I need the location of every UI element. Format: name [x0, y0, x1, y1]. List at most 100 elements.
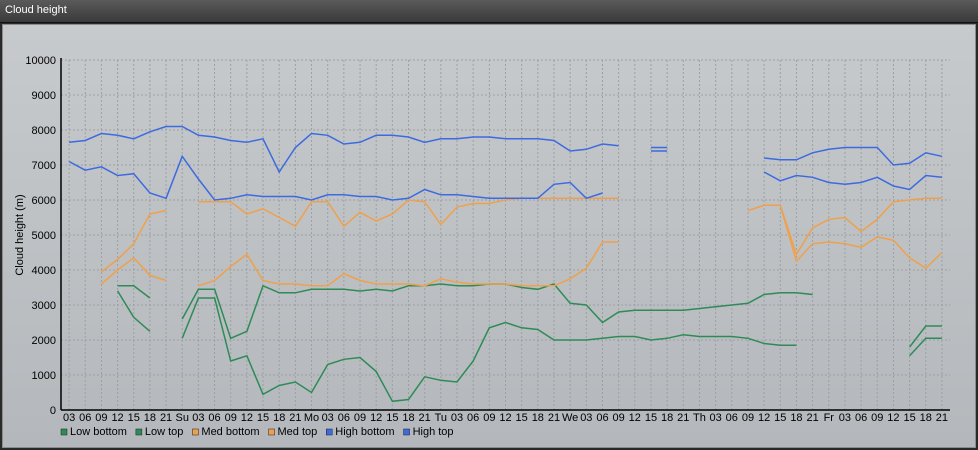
series-line	[198, 197, 619, 228]
y-tick-label: 9000	[32, 90, 56, 102]
series-low-bottom	[116, 290, 942, 403]
legend-label: High top	[413, 426, 454, 438]
x-tick-label: 21	[936, 412, 948, 424]
y-tick-label: 10000	[25, 55, 56, 67]
y-tick-label: 5000	[32, 230, 56, 242]
chart-series	[68, 125, 943, 403]
x-tick-label: 06	[467, 412, 479, 424]
series-line	[117, 285, 151, 299]
x-tick-label: 03	[322, 412, 334, 424]
title-bar: Cloud height	[0, 0, 978, 23]
legend-label: Low bottom	[70, 426, 127, 438]
x-tick-label: 06	[596, 412, 608, 424]
series-line	[181, 297, 797, 403]
chart-legend: Low bottom Low top Med bottom Med top High b…	[60, 426, 454, 438]
legend-swatch	[192, 428, 199, 436]
x-tick-label: 03	[192, 412, 204, 424]
x-axis-ticks: 03 06 09 12 15 18 21 Su 03 06 09 12 15 18 21 Mo 03 06 09 12…	[63, 412, 948, 424]
x-tick-label: 21	[289, 412, 301, 424]
x-tick-label: 12	[370, 412, 382, 424]
series-med-top	[100, 197, 942, 273]
x-tick-label: Fr	[824, 412, 835, 424]
legend-swatch	[403, 428, 410, 436]
x-tick-label: 12	[887, 412, 899, 424]
y-axis-label: Cloud height (m)	[14, 194, 26, 275]
x-tick-label: Su	[175, 412, 188, 424]
x-tick-label: 21	[419, 412, 431, 424]
legend-label: Med bottom	[201, 426, 259, 438]
x-tick-label: 18	[273, 412, 285, 424]
x-tick-label: 18	[402, 412, 414, 424]
series-line	[69, 125, 619, 174]
x-tick-label: 09	[225, 412, 237, 424]
x-tick-label: 15	[774, 412, 786, 424]
x-tick-label: 06	[726, 412, 738, 424]
series-line	[198, 241, 619, 287]
y-tick-label: 0	[50, 405, 56, 417]
series-line	[100, 209, 167, 273]
x-tick-label: 03	[451, 412, 463, 424]
x-tick-label: 21	[160, 412, 172, 424]
series-line	[100, 256, 167, 285]
x-tick-label: 21	[677, 412, 689, 424]
y-tick-label: 4000	[32, 265, 56, 277]
x-tick-label: 06	[79, 412, 91, 424]
x-tick-label: 09	[354, 412, 366, 424]
x-tick-label: 12	[111, 412, 123, 424]
x-tick-label: 06	[855, 412, 867, 424]
series-high-top	[69, 125, 943, 174]
series-line	[116, 290, 151, 332]
series-low-top	[117, 283, 942, 348]
legend-swatch	[268, 428, 275, 436]
series-line	[68, 154, 603, 201]
x-tick-label: 21	[806, 412, 818, 424]
series-line	[747, 197, 942, 257]
x-tick-label: 15	[903, 412, 915, 424]
x-tick-label: Tu	[435, 412, 447, 424]
series-line	[181, 283, 813, 340]
x-tick-label: 09	[742, 412, 754, 424]
series-line	[764, 146, 943, 166]
x-tick-label: 15	[516, 412, 528, 424]
legend-label: Low top	[145, 426, 184, 438]
y-tick-label: 6000	[32, 195, 56, 207]
legend-label: Med top	[278, 426, 318, 438]
y-axis-ticks: 0 1000 2000 3000 4000 5000 6000 7000 8000 9000 100…	[25, 55, 56, 417]
y-tick-label: 1000	[32, 370, 56, 382]
x-tick-label: 03	[710, 412, 722, 424]
series-line	[909, 337, 942, 357]
x-tick-label: 06	[208, 412, 220, 424]
y-tick-label: 2000	[32, 335, 56, 347]
x-tick-label: 12	[499, 412, 511, 424]
x-tick-label: 18	[144, 412, 156, 424]
x-tick-label: 03	[63, 412, 75, 424]
x-tick-label: 09	[483, 412, 495, 424]
x-tick-label: 18	[532, 412, 544, 424]
x-tick-label: Mo	[304, 412, 319, 424]
x-tick-label: 12	[241, 412, 253, 424]
x-tick-label: We	[562, 412, 578, 424]
x-tick-label: 06	[338, 412, 350, 424]
x-tick-label: 09	[871, 412, 883, 424]
x-tick-label: 15	[128, 412, 140, 424]
x-tick-label: 03	[580, 412, 592, 424]
x-tick-label: 03	[839, 412, 851, 424]
y-tick-label: 8000	[32, 125, 56, 137]
x-tick-label: 09	[95, 412, 107, 424]
y-tick-label: 3000	[32, 300, 56, 312]
x-tick-label: 12	[758, 412, 770, 424]
series-med-bottom	[100, 204, 943, 287]
series-line	[764, 204, 943, 270]
series-line	[909, 325, 942, 348]
series-line	[763, 171, 942, 191]
x-tick-label: Th	[693, 412, 706, 424]
x-tick-label: 12	[629, 412, 641, 424]
x-tick-label: 21	[548, 412, 560, 424]
x-tick-label: 15	[257, 412, 269, 424]
window-title: Cloud height	[5, 4, 67, 16]
x-tick-label: 15	[645, 412, 657, 424]
x-tick-label: 09	[613, 412, 625, 424]
series-high-bottom	[68, 150, 942, 201]
